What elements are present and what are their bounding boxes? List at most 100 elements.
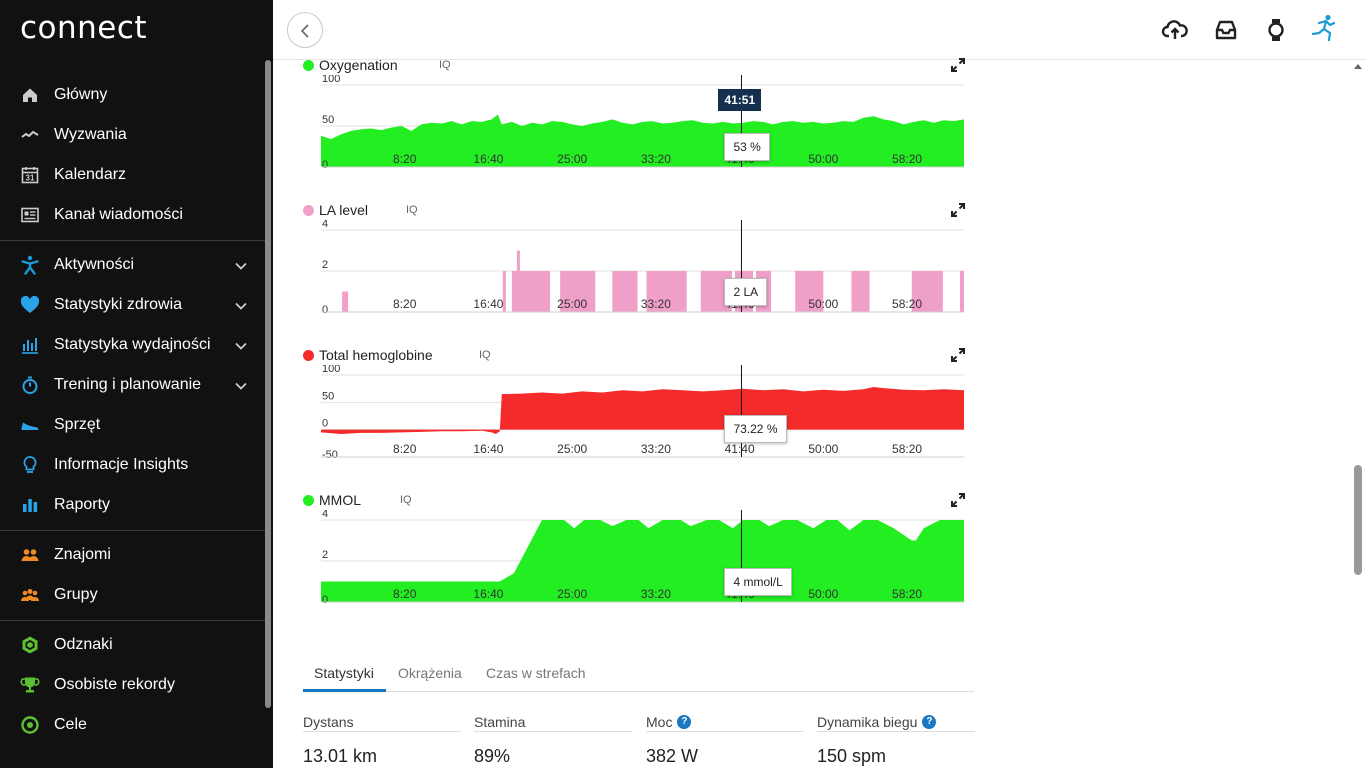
series-area bbox=[321, 114, 964, 167]
stat-value: 150 spm bbox=[817, 746, 887, 766]
chart-2: Total hemoglobine IQ 100 50 0 -50 8:20 16:40 25:… bbox=[300, 347, 972, 477]
expand-icon[interactable] bbox=[950, 202, 966, 218]
series-bar bbox=[502, 271, 506, 312]
upload-cloud-icon[interactable] bbox=[1161, 16, 1189, 44]
tab-czas-w-strefach[interactable]: Czas w strefach bbox=[486, 665, 586, 681]
expand-icon[interactable] bbox=[950, 492, 966, 508]
y-tick-label: 4 bbox=[322, 220, 328, 230]
x-tick-label: 50:00 bbox=[808, 297, 838, 311]
sidebar-item-calendar[interactable]: 31 Kalendarz bbox=[0, 155, 265, 195]
x-tick-label: 16:40 bbox=[473, 152, 503, 166]
sidebar-item-records[interactable]: Osobiste rekordy bbox=[0, 665, 265, 705]
x-tick-label: 33:20 bbox=[641, 297, 671, 311]
sidebar-item-label: Odznaki bbox=[54, 636, 113, 653]
chevron-down-icon[interactable] bbox=[234, 299, 248, 313]
iq-badge: IQ bbox=[406, 204, 418, 216]
sidebar-item-reports[interactable]: Raporty bbox=[0, 485, 265, 525]
help-icon[interactable]: ? bbox=[677, 714, 692, 729]
series-bar bbox=[915, 291, 937, 312]
series-bar bbox=[799, 291, 820, 312]
sidebar-item-badges[interactable]: Odznaki bbox=[0, 625, 265, 665]
groups-icon bbox=[20, 585, 40, 605]
home-icon bbox=[20, 85, 40, 105]
sidebar-item-label: Informacje Insights bbox=[54, 456, 189, 473]
chart-header: Total hemoglobine IQ bbox=[300, 347, 972, 367]
sidebar-item-challenges[interactable]: Wyzwania bbox=[0, 115, 265, 155]
tab-okrazenia[interactable]: Okrążenia bbox=[398, 665, 462, 681]
stat-value: 89% bbox=[474, 746, 511, 766]
stat-label: Dystans bbox=[303, 713, 354, 730]
chart-plot[interactable]: 100 50 0 -50 8:20 16:40 25:00 33:20 41:40 50:00 58… bbox=[300, 365, 972, 477]
active-tab-indicator bbox=[303, 689, 386, 692]
series-color-dot bbox=[303, 60, 314, 71]
chevron-down-icon[interactable] bbox=[234, 339, 248, 353]
sidebar-item-label: Osobiste rekordy bbox=[54, 676, 175, 693]
sidebar-item-label: Główny bbox=[54, 86, 108, 103]
chevron-down-icon[interactable] bbox=[234, 379, 248, 393]
value-tooltip: 2 LA bbox=[724, 278, 768, 306]
trophy-icon bbox=[20, 675, 40, 695]
connect-logo[interactable]: connect bbox=[20, 10, 148, 46]
sidebar-item-goals[interactable]: Cele bbox=[0, 705, 265, 745]
expand-icon[interactable] bbox=[950, 347, 966, 363]
series-color-dot bbox=[303, 205, 314, 216]
chart-header: LA level IQ bbox=[300, 202, 972, 222]
sidebar-item-friends[interactable]: Znajomi bbox=[0, 535, 265, 575]
sidebar-item-label: Sprzęt bbox=[54, 416, 101, 433]
chart-title: MMOL bbox=[319, 492, 361, 508]
sidebar-item-label: Aktywności bbox=[54, 256, 135, 273]
scroll-up-arrow[interactable] bbox=[1354, 64, 1362, 69]
help-icon[interactable]: ? bbox=[922, 714, 937, 729]
heart-icon bbox=[20, 295, 40, 315]
stat-dynamika-biegu: Dynamika biegu? 150 spm bbox=[817, 712, 975, 767]
inbox-icon[interactable] bbox=[1212, 16, 1240, 44]
sidebar-item-home[interactable]: Główny bbox=[0, 75, 265, 115]
sidebar-scrollbar[interactable] bbox=[265, 60, 271, 708]
sidebar-item-insights[interactable]: Informacje Insights bbox=[0, 445, 265, 485]
runner-avatar-icon[interactable] bbox=[1309, 13, 1337, 42]
lightbulb-icon bbox=[20, 455, 40, 475]
newsfeed-icon bbox=[20, 205, 40, 225]
series-area bbox=[321, 387, 964, 434]
sidebar-item-newsfeed[interactable]: Kanał wiadomości bbox=[0, 195, 265, 235]
x-tick-label: 16:40 bbox=[473, 587, 503, 601]
sidebar-item-performance[interactable]: Statystyka wydajności bbox=[0, 325, 265, 365]
iq-badge: IQ bbox=[479, 349, 491, 361]
chart-title: Total hemoglobine bbox=[319, 347, 433, 363]
chevron-down-icon[interactable] bbox=[234, 259, 248, 273]
calendar-icon: 31 bbox=[20, 165, 40, 185]
stopwatch-icon bbox=[20, 375, 40, 395]
tab-statystyki[interactable]: Statystyki bbox=[314, 665, 374, 681]
x-tick-label: 58:20 bbox=[892, 442, 922, 456]
x-tick-label: 16:40 bbox=[473, 442, 503, 456]
y-tick-label: 50 bbox=[322, 114, 334, 126]
sidebar-item-groups[interactable]: Grupy bbox=[0, 575, 265, 615]
stat-value: 13.01 km bbox=[303, 746, 378, 766]
x-tick-label: 58:20 bbox=[892, 297, 922, 311]
x-tick-label: 16:40 bbox=[473, 297, 503, 311]
back-button[interactable] bbox=[287, 12, 323, 48]
stat-label: Dynamika biegu bbox=[817, 713, 918, 730]
sidebar-divider bbox=[0, 240, 265, 241]
sidebar-item-label: Wyzwania bbox=[54, 126, 127, 143]
sidebar-item-training[interactable]: Trening i planowanie bbox=[0, 365, 265, 405]
series-area bbox=[321, 520, 964, 602]
watch-icon[interactable] bbox=[1262, 16, 1290, 44]
sidebar-item-gear[interactable]: Sprzęt bbox=[0, 405, 265, 445]
x-tick-label: 8:20 bbox=[393, 587, 417, 601]
x-tick-label: 25:00 bbox=[557, 442, 587, 456]
main-scrollbar[interactable] bbox=[1354, 465, 1362, 575]
x-tick-label: 58:20 bbox=[892, 152, 922, 166]
stats-tabs: Statystyki Okrążenia Czas w strefach bbox=[303, 655, 974, 692]
sidebar-item-health[interactable]: Statystyki zdrowia bbox=[0, 285, 265, 325]
sidebar-item-label: Statystyki zdrowia bbox=[54, 296, 183, 313]
expand-icon[interactable] bbox=[950, 57, 966, 73]
y-tick-label: 100 bbox=[322, 75, 340, 85]
chart-0: Oxygenation IQ 100 50 0 8:20 16:40 25:00 33:20 41… bbox=[300, 57, 972, 187]
stat-dystans: Dystans 13.01 km bbox=[303, 712, 461, 767]
sidebar-item-activities[interactable]: Aktywności bbox=[0, 245, 265, 285]
friends-icon bbox=[20, 545, 40, 565]
